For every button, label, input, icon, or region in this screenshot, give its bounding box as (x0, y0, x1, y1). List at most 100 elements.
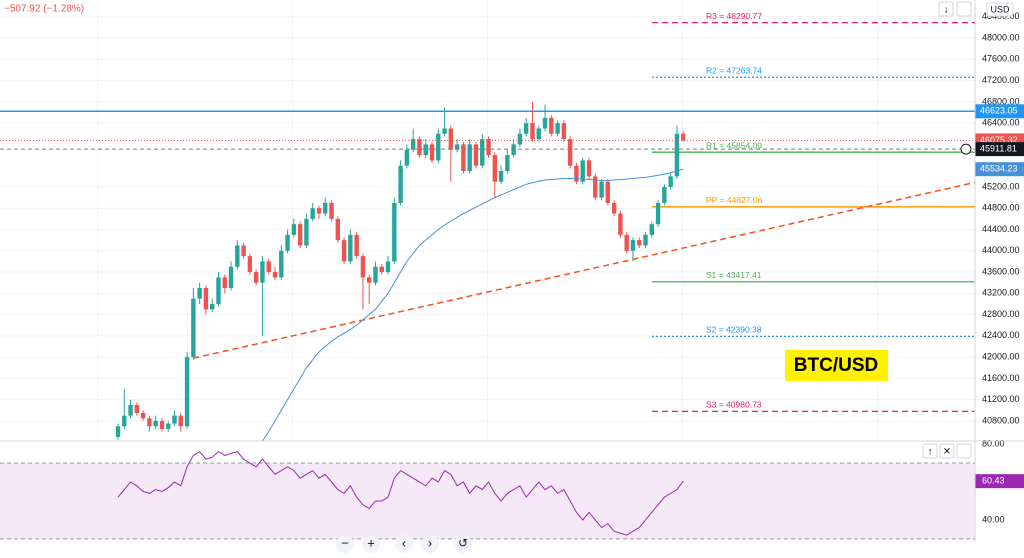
candle-body (505, 155, 510, 172)
maximize-button[interactable] (956, 443, 972, 459)
candle-body (486, 139, 491, 156)
candle-body (492, 155, 497, 182)
pivot-label: R2 = 47263.74 (706, 65, 762, 75)
y-tick-label: 42000.00 (982, 352, 1020, 362)
candle-body (379, 266, 384, 273)
candle-body (260, 261, 265, 283)
candle-body (329, 202, 334, 219)
candle-body (360, 256, 366, 278)
pivot-label: S2 = 42390.38 (706, 325, 762, 335)
candle-body (561, 123, 567, 140)
candle-body (668, 176, 673, 187)
price-tag-label: 45911.81 (980, 143, 1017, 153)
y-tick-label: 44000.00 (982, 245, 1020, 255)
candle-body (511, 144, 516, 156)
candle-body (304, 218, 309, 246)
close-icon: ✕ (943, 447, 951, 458)
candle-body (147, 418, 152, 427)
candle-body (605, 181, 611, 203)
candle-body (649, 224, 654, 235)
candle-body (373, 266, 378, 283)
up-icon: ↑ (928, 447, 933, 458)
price-change: −507.92 (−1.28%) (4, 4, 84, 15)
candle-body (172, 415, 177, 424)
candle-body (599, 181, 604, 198)
header-buttons[interactable]: ↓ (938, 1, 972, 17)
candle-body (398, 165, 403, 203)
candle-body (404, 149, 410, 166)
zoom-out[interactable] (336, 535, 354, 553)
candle-body (348, 234, 353, 262)
pivot-label: R3 = 48290.77 (706, 11, 762, 21)
candle-body (681, 133, 686, 141)
candle-body (536, 128, 541, 140)
candle-body (473, 144, 479, 166)
price-tag-label: 46623.05 (980, 106, 1018, 116)
maximize-button[interactable] (956, 1, 972, 17)
candle-body (618, 213, 623, 235)
y-tick-label: 46800.00 (982, 96, 1020, 106)
candle-body (197, 288, 202, 299)
candle-body (178, 415, 183, 427)
reset[interactable] (454, 535, 472, 553)
candle-body (574, 165, 579, 182)
candle-body (637, 240, 642, 246)
price-tag-label: 46075.32 (980, 135, 1018, 145)
candle-body (323, 202, 328, 214)
candle-body (310, 208, 315, 219)
scroll-left[interactable] (395, 535, 413, 553)
y-tick-label: 46400.00 (982, 118, 1020, 128)
candle-body (159, 420, 165, 429)
up-button[interactable] (922, 443, 938, 459)
candle-body (630, 240, 636, 251)
candle-body (291, 224, 297, 235)
candle-body (674, 133, 680, 177)
candle-body (134, 404, 140, 413)
rsi-buttons[interactable]: ↑ ✕ (922, 443, 972, 459)
candle-body (166, 423, 171, 429)
close-button[interactable] (939, 443, 955, 459)
rsi-pane (0, 450, 975, 540)
rsi-band (0, 463, 975, 539)
pair-label-box (785, 350, 888, 381)
candle-body (297, 224, 303, 246)
price-tag-label: 45534.23 (980, 164, 1018, 174)
candle-body (417, 139, 422, 156)
down-button[interactable] (938, 1, 954, 17)
pivot-label: R1 = 45854.09 (706, 140, 762, 150)
scroll-right[interactable] (421, 535, 439, 553)
candle-body (467, 144, 472, 172)
y-tick-label: 44800.00 (982, 203, 1020, 213)
pivot-label: S1 = 43417.41 (706, 270, 762, 280)
candle-body (436, 133, 441, 161)
candle-body (203, 288, 209, 310)
zoom-in[interactable] (362, 535, 380, 553)
candle-body (140, 412, 146, 419)
currency: USD (990, 4, 1010, 14)
candle-body (542, 117, 548, 129)
candle-body (115, 426, 121, 437)
currency-box[interactable] (986, 2, 1014, 17)
trendline (193, 181, 975, 359)
candle-body (593, 176, 598, 198)
candle-body (335, 218, 340, 241)
candle-body (643, 234, 648, 246)
candle-body (184, 357, 190, 427)
candle-body (241, 245, 246, 257)
y-tick-label: 40800.00 (982, 415, 1020, 425)
candle-body (624, 234, 629, 251)
price-tag (975, 142, 1024, 157)
candle-body (247, 256, 253, 273)
candle-body (153, 420, 158, 427)
candle-body (442, 128, 447, 134)
candle-body (191, 298, 196, 358)
candle-body (367, 277, 372, 283)
candle-body (122, 415, 127, 427)
candle-body (279, 250, 284, 278)
candle-body (253, 272, 259, 283)
candle-body (423, 144, 428, 156)
y-tick-label: 48000.00 (982, 32, 1020, 42)
y-tick-label: 41600.00 (982, 373, 1020, 383)
